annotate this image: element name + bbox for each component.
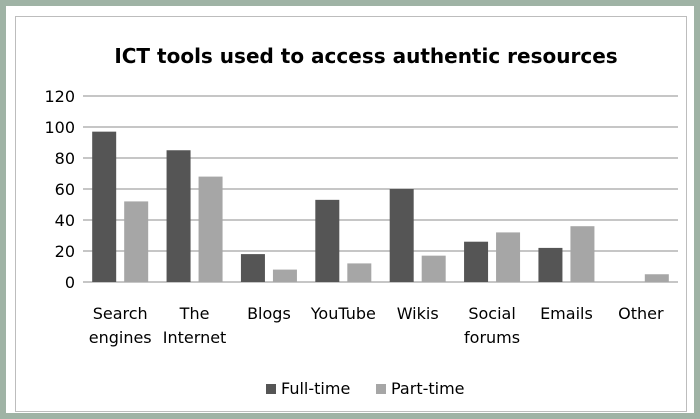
legend-swatch bbox=[376, 384, 386, 394]
y-tick-label: 60 bbox=[55, 180, 75, 199]
bar-full-time bbox=[538, 247, 563, 282]
bars bbox=[92, 131, 669, 282]
bar-part-time bbox=[570, 226, 595, 282]
y-tick-label: 20 bbox=[55, 242, 75, 261]
bar-full-time bbox=[240, 254, 265, 282]
x-tick-label: forums bbox=[464, 328, 520, 347]
legend-label: Full-time bbox=[281, 379, 350, 398]
x-tick-label: Other bbox=[618, 304, 664, 323]
bar-part-time bbox=[496, 232, 521, 282]
y-tick-label: 0 bbox=[65, 273, 75, 292]
bar-part-time bbox=[124, 201, 149, 282]
chart-title: ICT tools used to access authentic resou… bbox=[114, 44, 617, 68]
x-axis: Search engines The Internet Blogs YouTube Wiki… bbox=[89, 304, 664, 347]
bar-full-time bbox=[389, 189, 414, 282]
x-tick-label: Emails bbox=[540, 304, 593, 323]
bar-part-time bbox=[421, 255, 446, 282]
x-tick-label: Search bbox=[93, 304, 148, 323]
bar-full-time bbox=[92, 131, 117, 282]
y-tick-label: 40 bbox=[55, 211, 75, 230]
x-tick-label: Wikis bbox=[397, 304, 439, 323]
y-tick-label: 80 bbox=[55, 149, 75, 168]
y-tick-label: 120 bbox=[44, 87, 75, 106]
legend: Full-time Part-time bbox=[266, 379, 465, 398]
bar-chart: ICT tools used to access authentic resou… bbox=[44, 44, 678, 398]
bar-full-time bbox=[464, 241, 489, 282]
x-tick-label: Blogs bbox=[247, 304, 291, 323]
bar-part-time bbox=[272, 269, 297, 282]
x-tick-label: engines bbox=[89, 328, 152, 347]
bar-full-time bbox=[166, 150, 191, 282]
bar-part-time bbox=[198, 176, 223, 282]
bar-part-time bbox=[347, 263, 372, 282]
x-tick-label: YouTube bbox=[310, 304, 376, 323]
x-tick-label: The bbox=[179, 304, 210, 323]
bar-part-time bbox=[644, 274, 669, 282]
chart-area: ICT tools used to access authentic resou… bbox=[15, 16, 687, 412]
x-tick-label: Internet bbox=[163, 328, 227, 347]
legend-label: Part-time bbox=[391, 379, 465, 398]
x-tick-label: Social bbox=[468, 304, 515, 323]
y-axis: 0 20 40 60 80 100 120 bbox=[44, 87, 75, 292]
y-tick-label: 100 bbox=[44, 118, 75, 137]
bar-full-time bbox=[315, 199, 340, 282]
legend-swatch bbox=[266, 384, 276, 394]
